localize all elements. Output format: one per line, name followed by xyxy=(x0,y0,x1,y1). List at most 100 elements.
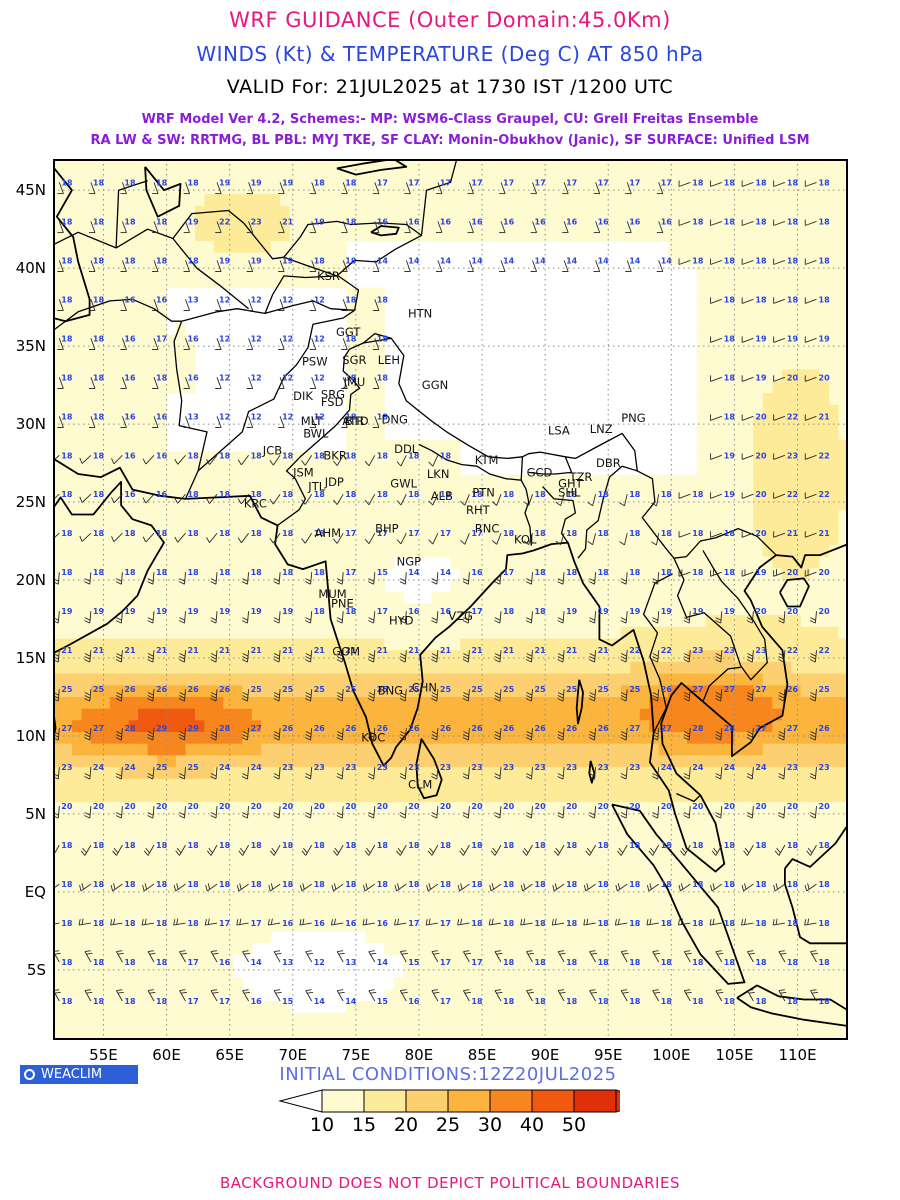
wind-barb-feather xyxy=(116,989,123,992)
temperature-value: 21 xyxy=(503,646,515,655)
temperature-value: 25 xyxy=(629,685,641,694)
wind-barb-feather xyxy=(337,950,344,953)
temperature-value: 18 xyxy=(93,529,105,538)
wind-barb-feather xyxy=(147,698,154,702)
temperature-value: 17 xyxy=(598,178,609,187)
wind-barb xyxy=(152,806,155,819)
wind-barb xyxy=(273,951,281,963)
temperature-value: 16 xyxy=(598,217,610,226)
wind-barb xyxy=(305,951,313,963)
temperature-value: 17 xyxy=(471,958,482,967)
wind-barb xyxy=(184,806,186,819)
temperature-value: 12 xyxy=(219,334,230,343)
wind-barb-feather xyxy=(744,847,750,854)
wind-barb-feather xyxy=(84,737,90,741)
temperature-value: 18 xyxy=(61,412,73,421)
temperature-value: 19 xyxy=(692,607,704,616)
wind-barb xyxy=(747,844,754,856)
wind-barb-feather xyxy=(617,850,622,856)
temperature-value: 26 xyxy=(661,685,673,694)
wind-barb xyxy=(177,532,186,543)
temperature-value: 18 xyxy=(629,529,641,538)
wind-barb-feather xyxy=(179,773,185,777)
map-title: WRF GUIDANCE (Outer Domain:45.0Km) xyxy=(229,8,671,32)
temperature-value: 18 xyxy=(661,958,673,967)
wind-barb-feather xyxy=(462,620,469,624)
temperature-value: 23 xyxy=(598,763,609,772)
wind-barb-feather xyxy=(273,776,280,780)
wind-barb-feather xyxy=(715,950,722,953)
temperature-value: 23 xyxy=(377,763,388,772)
wind-barb-feather xyxy=(715,815,721,819)
wind-barb-feather xyxy=(526,773,532,777)
wind-barb-feather xyxy=(431,581,437,585)
wind-barb-feather xyxy=(210,698,217,702)
wind-barb xyxy=(400,532,407,545)
temperature-value: 19 xyxy=(819,334,831,343)
temperature-value: 18 xyxy=(377,880,389,889)
wind-barb-feather xyxy=(614,919,617,926)
wind-barb-feather xyxy=(338,991,345,994)
wind-barb-feather xyxy=(778,989,785,992)
wind-barb xyxy=(121,221,127,233)
wind-barb xyxy=(248,182,254,194)
temperature-value: 23 xyxy=(345,763,356,772)
wind-barb xyxy=(216,221,222,233)
temperature-value: 14 xyxy=(408,256,420,265)
temperature-value: 18 xyxy=(503,841,515,850)
wind-barb-feather xyxy=(179,578,185,582)
wind-barb xyxy=(656,494,660,507)
wind-barb-feather xyxy=(557,659,564,663)
wind-barb xyxy=(427,883,439,892)
wind-barb xyxy=(431,990,439,1002)
wind-barb-feather xyxy=(683,698,690,702)
wind-barb-feather xyxy=(583,884,587,892)
wind-barb xyxy=(153,299,159,311)
temperature-value: 18 xyxy=(124,841,136,850)
wind-barb xyxy=(152,728,155,741)
temperature-value: 18 xyxy=(93,958,105,967)
wind-barb xyxy=(500,182,506,194)
wind-barb-feather xyxy=(778,617,785,621)
wind-barb xyxy=(431,844,439,856)
wind-barb xyxy=(814,650,817,663)
wind-barb-feather xyxy=(368,695,375,699)
temperature-value: 18 xyxy=(408,451,420,460)
wind-barb xyxy=(658,221,664,233)
temperature-value: 18 xyxy=(188,490,200,499)
temperature-value: 29 xyxy=(156,724,168,733)
wind-barb xyxy=(336,951,344,963)
temperature-value: 18 xyxy=(408,841,420,850)
temperature-value: 18 xyxy=(755,841,767,850)
wind-barb xyxy=(278,767,281,780)
wind-barb-feather xyxy=(113,918,116,925)
temperature-value: 18 xyxy=(345,217,357,226)
wind-barb-feather xyxy=(116,812,122,816)
wind-barb-feather xyxy=(428,883,431,890)
temperature-value: 17 xyxy=(408,919,419,928)
wind-barb-feather xyxy=(494,737,501,741)
wind-barb-feather xyxy=(652,812,659,816)
wind-barb-feather xyxy=(242,695,248,699)
wind-barb xyxy=(396,883,407,892)
wind-barb-feather xyxy=(237,459,242,466)
wind-barb xyxy=(368,990,376,1002)
wind-barb-feather xyxy=(336,578,343,582)
wind-barb-feather xyxy=(683,617,690,621)
wind-barb-feather xyxy=(397,847,403,854)
wind-barb-feather xyxy=(180,952,187,955)
wind-barb-feather xyxy=(147,950,154,953)
temperature-value: 21 xyxy=(345,646,357,655)
wind-barb-feather xyxy=(746,776,753,780)
wind-barb xyxy=(185,416,191,428)
wind-barb-feather xyxy=(333,883,337,890)
wind-barb xyxy=(657,806,660,819)
temperature-value: 16 xyxy=(156,451,168,460)
temperature-value: 19 xyxy=(156,607,168,616)
temperature-value: 12 xyxy=(282,295,293,304)
wind-barb-feather xyxy=(652,734,659,738)
temperature-value: 17 xyxy=(188,997,199,1006)
wind-barb-feather xyxy=(620,659,627,663)
wind-barb xyxy=(436,806,439,819)
temperature-value: 18 xyxy=(61,529,73,538)
